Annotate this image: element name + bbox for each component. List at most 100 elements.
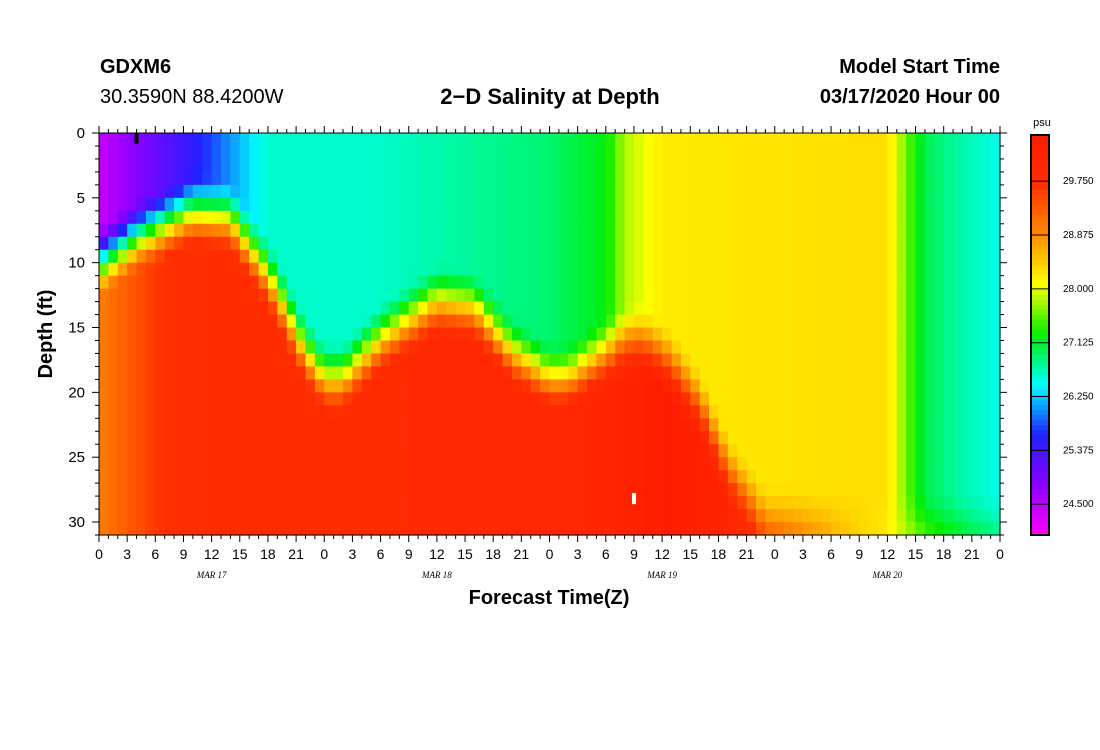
heatmap-cell [408,236,419,251]
heatmap-cell [840,223,851,238]
heatmap-cell [990,223,1001,238]
heatmap-cell [296,223,307,238]
heatmap-cell [502,392,513,406]
heatmap-cell [333,171,344,186]
heatmap-cell [117,444,128,458]
heatmap-cell [577,210,588,225]
heatmap-cell [192,184,203,199]
heatmap-cell [849,133,860,147]
heatmap-cell [286,379,297,393]
heatmap-cell [399,340,410,355]
heatmap-cell [662,236,673,251]
heatmap-cell [418,158,429,173]
heatmap-cell [427,457,438,471]
heatmap-cell [924,470,935,484]
heatmap-cell [737,470,748,484]
heatmap-cell [267,405,278,419]
heatmap-cell [418,431,429,445]
heatmap-cell [117,366,128,380]
heatmap-cell [868,145,879,160]
heatmap-cell [981,184,992,199]
heatmap-cell [267,210,278,225]
heatmap-cell [765,133,776,147]
heatmap-cell [145,379,156,393]
heatmap-cell [549,496,560,510]
heatmap-cell [896,379,907,393]
heatmap-cell [671,496,682,510]
heatmap-cell [587,314,598,329]
heatmap-cell [934,444,945,458]
heatmap-cell [258,197,269,212]
heatmap-cell [690,301,701,316]
heatmap-cell [953,327,964,342]
heatmap-cell [136,275,147,290]
heatmap-cell [530,353,541,368]
heatmap-cell [361,496,372,510]
heatmap-cell [211,145,222,160]
date-label: MAR 18 [421,570,452,580]
heatmap-cell [605,431,616,445]
heatmap-cell [127,522,138,536]
heatmap-cell [568,340,579,355]
heatmap-cell [971,509,982,523]
heatmap-cell [380,184,391,199]
heatmap-cell [305,522,316,536]
heatmap-cell [258,457,269,471]
heatmap-cell [727,223,738,238]
heatmap-cell [549,171,560,186]
heatmap-cell [267,418,278,432]
heatmap-cell [436,301,447,316]
colorbar-band [1031,260,1049,266]
heatmap-cell [493,366,504,380]
heatmap-cell [558,301,569,316]
heatmap-cell [127,288,138,303]
heatmap-cell [812,210,823,225]
heatmap-cell [192,158,203,173]
heatmap-cell [840,133,851,147]
heatmap-cell [821,483,832,497]
heatmap-cell [117,379,128,393]
colorbar-band [1031,460,1049,466]
heatmap-cell [174,327,185,342]
heatmap-cell [962,353,973,368]
heatmap-cell [530,223,541,238]
heatmap-cell [765,431,776,445]
heatmap-cell [455,340,466,355]
heatmap-cell [755,431,766,445]
heatmap-cell [249,301,260,316]
heatmap-cell [690,392,701,406]
heatmap-cell [183,249,194,264]
x-tick-label: 6 [377,546,385,562]
heatmap-cell [521,249,532,264]
heatmap-cell [971,133,982,147]
heatmap-cell [812,262,823,277]
heatmap-cell [249,470,260,484]
heatmap-cell [502,444,513,458]
heatmap-cell [934,366,945,380]
heatmap-cell [408,431,419,445]
heatmap-cell [446,171,457,186]
heatmap-cell [568,509,579,523]
heatmap-cell [906,236,917,251]
heatmap-cell [436,145,447,160]
heatmap-cell [840,392,851,406]
heatmap-cell [915,288,926,303]
heatmap-cell [596,236,607,251]
heatmap-cell [446,405,457,419]
colorbar-band [1031,295,1049,301]
heatmap-cell [568,262,579,277]
heatmap-cell [887,262,898,277]
colorbar-band [1031,375,1049,381]
heatmap-cell [849,210,860,225]
heatmap-cell [427,496,438,510]
heatmap-cell [877,236,888,251]
heatmap-cell [521,197,532,212]
x-tick-label: 21 [964,546,980,562]
heatmap-cell [267,249,278,264]
heatmap-cell [849,158,860,173]
heatmap-cell [418,340,429,355]
heatmap-cell [887,457,898,471]
heatmap-cell [483,145,494,160]
heatmap-cell [183,405,194,419]
heatmap-cell [361,158,372,173]
